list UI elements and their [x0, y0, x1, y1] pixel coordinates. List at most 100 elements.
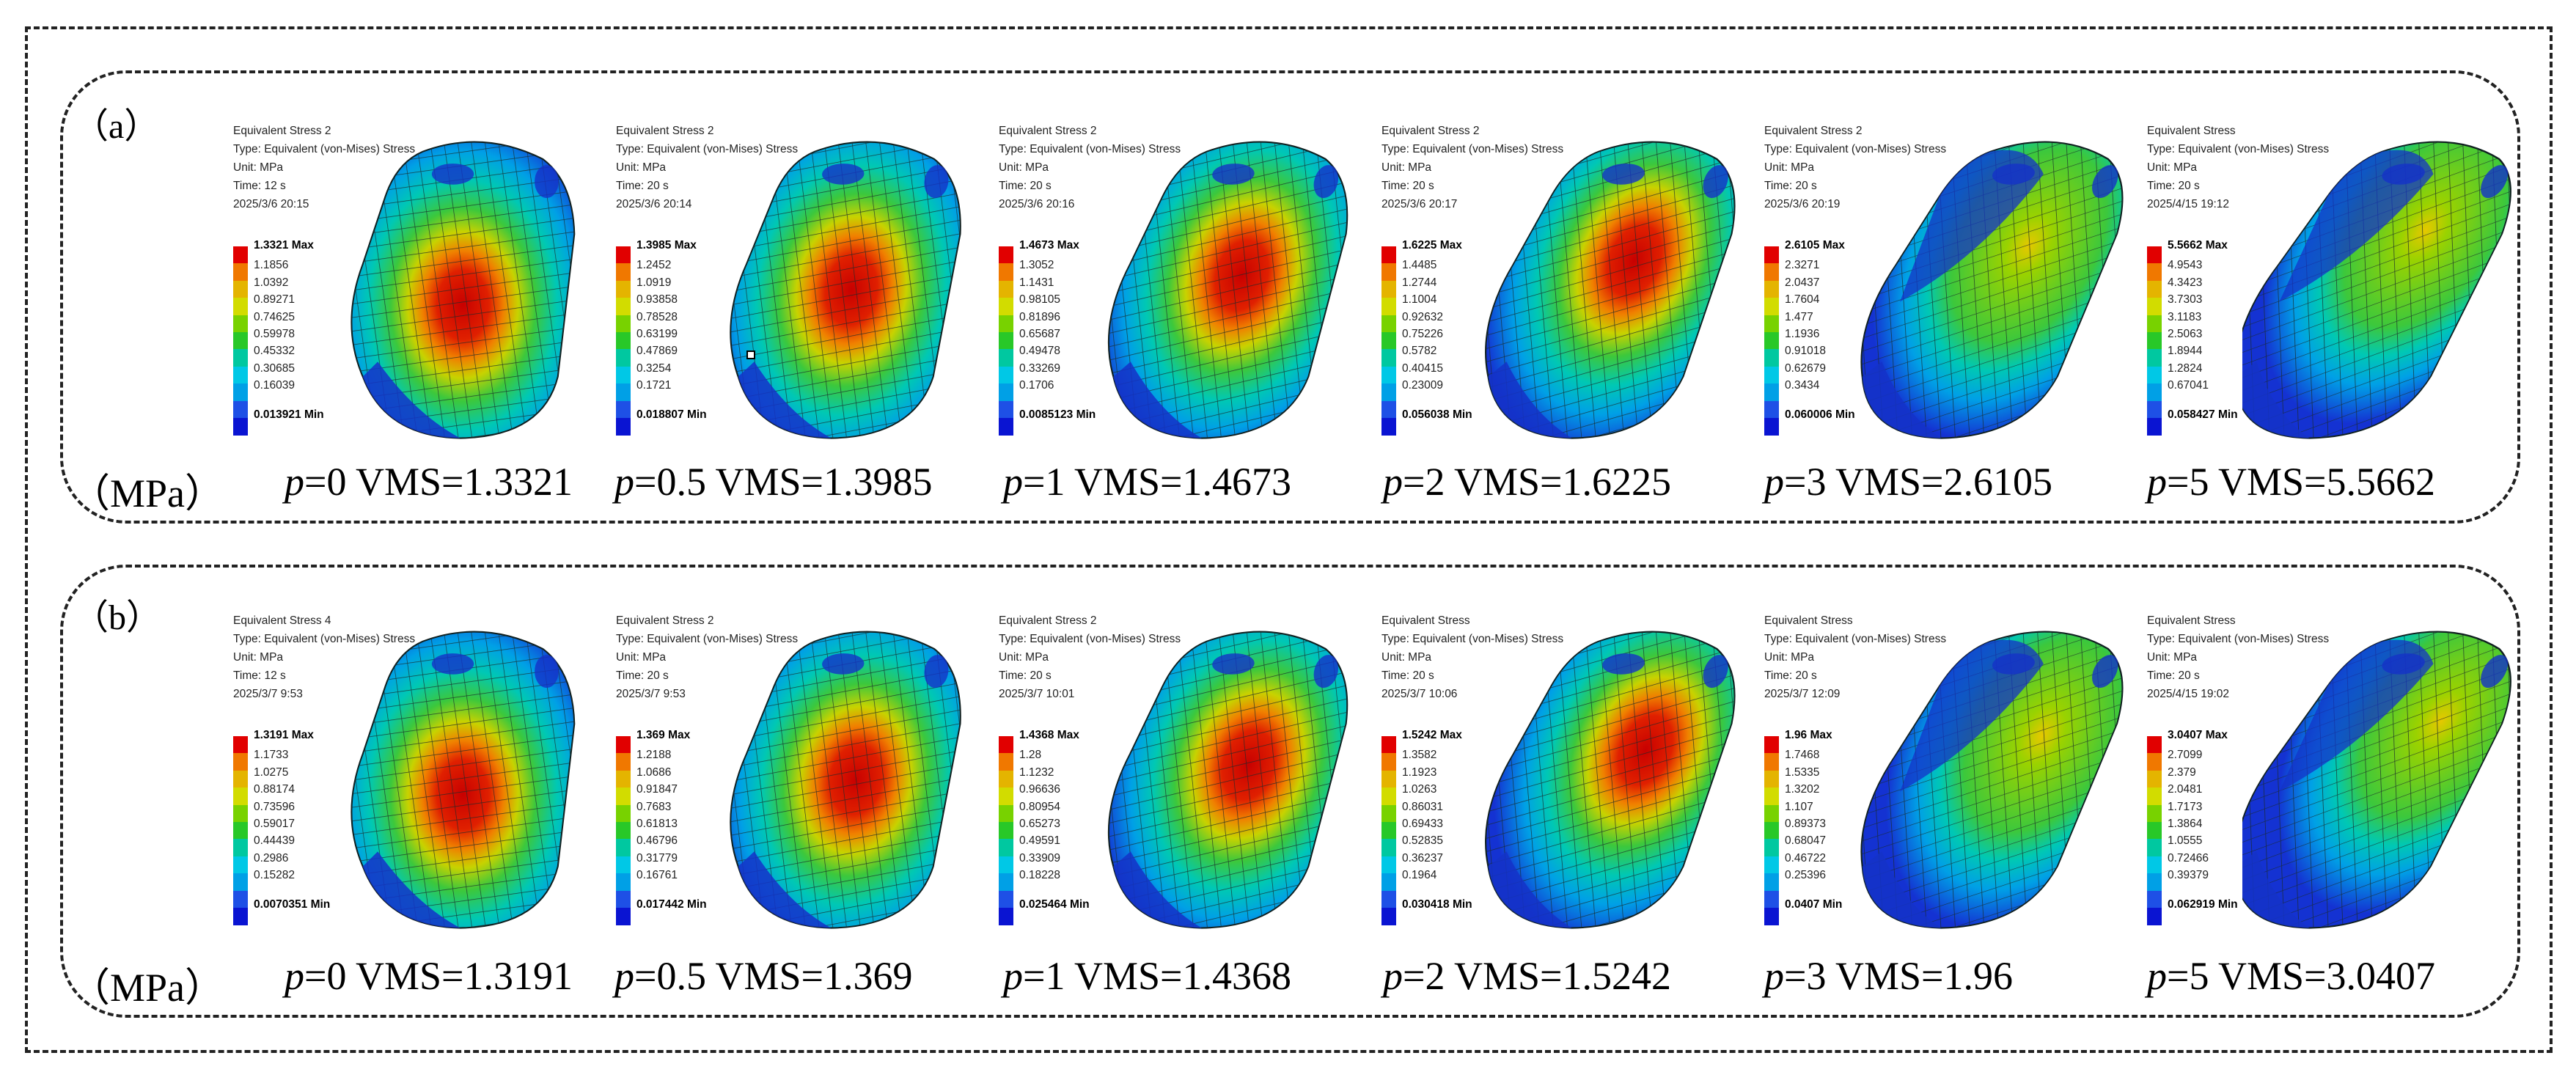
panel-type: Type: Equivalent (von-Mises) Stress [616, 633, 799, 645]
legend-swatch [2147, 736, 2162, 754]
legend-swatch [616, 298, 631, 316]
p-symbol: p [1383, 954, 1403, 998]
legend-swatch [2147, 908, 2162, 925]
panel-time: Time: 20 s [1381, 180, 1434, 192]
legend-level: 0.31779 [636, 851, 678, 864]
legend-level: 0.61813 [636, 818, 678, 830]
panel-caption: p=0.5 VMS=1.369 [614, 953, 913, 999]
legend-swatch [233, 418, 248, 436]
legend-swatch [999, 349, 1013, 367]
legend-level: 1.1232 [1019, 766, 1054, 779]
legend-level: 0.49478 [1019, 345, 1061, 358]
panel-time: Time: 20 s [999, 669, 1052, 682]
stress-panel: Equivalent Stress 4 Type: Equivalent (von… [233, 612, 607, 956]
legend-level: 1.1733 [254, 749, 289, 762]
legend-swatch [233, 400, 248, 419]
legend-swatch [233, 263, 248, 282]
legend-swatch [1764, 908, 1779, 925]
panel-header: Equivalent Stress 4 Type: Equivalent (von… [233, 612, 415, 703]
fe-model [351, 631, 576, 929]
legend-level: 1.1431 [1019, 276, 1054, 289]
vms-value: VMS=1.3985 [715, 460, 933, 504]
panel-title: Equivalent Stress [2147, 614, 2236, 627]
panel-date: 2025/3/6 20:15 [233, 198, 309, 210]
panel-type: Type: Equivalent (von-Mises) Stress [233, 633, 416, 645]
fe-model [2242, 631, 2511, 929]
legend-swatch [2147, 873, 2162, 892]
panel-header: Equivalent Stress 2 Type: Equivalent (von… [1764, 122, 1946, 213]
panel-title: Equivalent Stress [1764, 614, 1853, 627]
legend-level: 0.16039 [254, 379, 296, 392]
legend-swatch [616, 366, 631, 384]
legend-swatch [233, 822, 248, 840]
legend-level: 0.78528 [636, 310, 678, 323]
legend-swatch [616, 788, 631, 806]
panel-type: Type: Equivalent (von-Mises) Stress [999, 633, 1181, 645]
legend-swatch [616, 263, 631, 282]
legend-level: 3.1183 [2168, 310, 2202, 323]
legend-swatch [616, 246, 631, 264]
legend-min: 0.062919 Min [2168, 897, 2238, 911]
legend-level: 1.0555 [2168, 834, 2203, 848]
panel-header: Equivalent Stress Type: Equivalent (von-M… [1381, 612, 1563, 703]
panel-unit: Unit: MPa [616, 161, 667, 174]
panel-unit: Unit: MPa [999, 161, 1049, 174]
vms-value: VMS=1.5242 [1454, 954, 1671, 998]
legend-max: 1.3985 Max [636, 239, 697, 252]
legend-level: 0.62679 [1785, 361, 1827, 375]
legend-level: 0.59978 [254, 328, 296, 340]
legend-swatch [233, 804, 248, 823]
legend-swatch [1381, 890, 1396, 908]
legend-swatch [233, 349, 248, 367]
vms-value: VMS=1.3191 [356, 954, 573, 998]
panel-time: Time: 20 s [616, 180, 669, 192]
legend-level: 0.46722 [1785, 851, 1827, 864]
legend-swatch [233, 890, 248, 908]
panel-date: 2025/3/7 9:53 [616, 688, 686, 700]
legend-level: 0.69433 [1402, 818, 1444, 830]
panel-date: 2025/4/15 19:02 [2147, 688, 2230, 700]
legend-level: 1.7468 [1785, 749, 1820, 762]
legend-level: 1.1936 [1785, 328, 1820, 340]
legend-swatch [1381, 770, 1396, 788]
panel-time: Time: 20 s [1764, 180, 1817, 192]
legend-level: 1.5335 [1785, 766, 1820, 779]
panel-date: 2025/3/6 20:17 [1381, 198, 1458, 210]
legend-swatch [999, 873, 1013, 892]
panel-type: Type: Equivalent (von-Mises) Stress [1381, 633, 1564, 645]
legend-level: 1.1923 [1402, 766, 1437, 779]
legend-swatch [1381, 366, 1396, 384]
legend-swatch [1381, 332, 1396, 350]
legend-swatch [1381, 246, 1396, 264]
legend-swatch [1764, 873, 1779, 892]
legend-level: 0.93858 [636, 293, 678, 306]
legend-swatch [1381, 822, 1396, 840]
panel-header: Equivalent Stress Type: Equivalent (von-M… [2147, 122, 2329, 213]
legend-min: 0.060006 Min [1785, 408, 1855, 421]
legend-level: 0.73596 [254, 800, 296, 813]
legend-swatch [2147, 383, 2162, 402]
legend-level: 0.91847 [636, 783, 678, 796]
panel-date: 2025/3/6 20:16 [999, 198, 1075, 210]
legend-swatch [1764, 400, 1779, 419]
stress-panel: Equivalent Stress 2 Type: Equivalent (von… [999, 612, 1373, 956]
legend-swatch [999, 788, 1013, 806]
p-symbol: p [614, 954, 634, 998]
legend-level: 0.3254 [636, 361, 672, 375]
legend-swatch [233, 383, 248, 402]
vms-value: VMS=5.5662 [2218, 460, 2435, 504]
stress-panel: Equivalent Stress 2 Type: Equivalent (von… [233, 122, 607, 466]
panel-header: Equivalent Stress Type: Equivalent (von-M… [1764, 612, 1946, 703]
panel-caption: p=2 VMS=1.6225 [1383, 459, 1671, 504]
panel-type: Type: Equivalent (von-Mises) Stress [999, 143, 1181, 155]
legend-level: 0.65273 [1019, 818, 1061, 830]
panel-unit: Unit: MPa [1764, 161, 1815, 174]
panel-caption: p=5 VMS=5.5662 [2147, 459, 2435, 504]
legend-swatch [999, 736, 1013, 754]
legend-level: 1.28 [1019, 749, 1042, 762]
stress-panel: Equivalent Stress Type: Equivalent (von-M… [2147, 122, 2521, 466]
legend-swatch [616, 873, 631, 892]
panel-unit: Unit: MPa [233, 161, 284, 174]
legend-max: 1.5242 Max [1402, 729, 1462, 741]
p-value: =1 [1023, 954, 1065, 998]
